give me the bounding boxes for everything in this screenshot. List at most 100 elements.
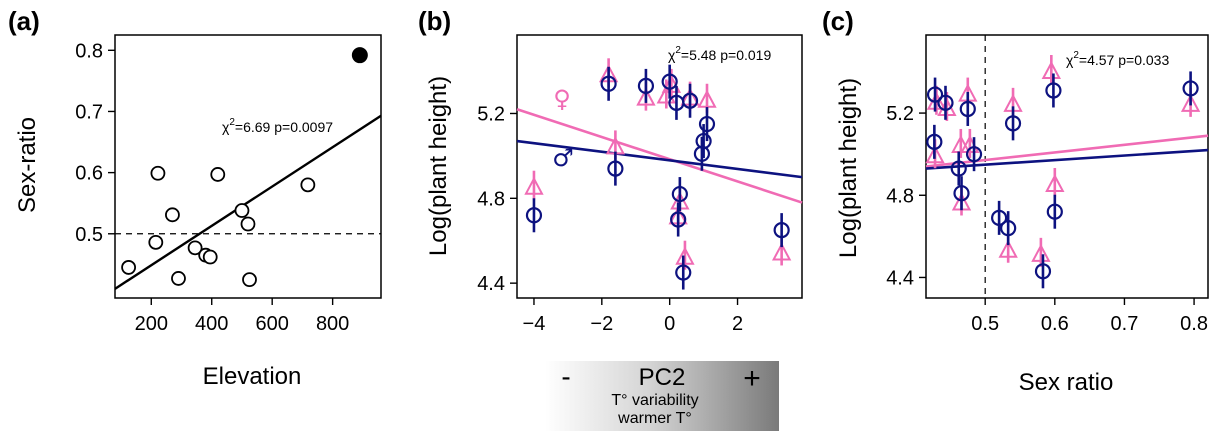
- panel-c-female-point: [1041, 60, 1061, 79]
- panel-c-y-tick-label: 4.8: [886, 185, 914, 207]
- panel-b-x-tick-label: −4: [523, 313, 546, 335]
- panel-a-point: [210, 167, 226, 182]
- panel-a-point: [234, 203, 250, 218]
- panel-c-male-point: [953, 185, 970, 202]
- panel-b-female-point: [771, 242, 792, 261]
- panel-b-label: (b): [418, 6, 451, 36]
- panel-c-female-point: [925, 145, 945, 164]
- panel-c-y-tick-label: 4.4: [886, 267, 914, 289]
- panel-a-x-tick-label: 200: [135, 313, 168, 335]
- panel-b-female-point: [675, 246, 695, 265]
- panel-c-male-point: [965, 146, 983, 163]
- pc2-line-1: T° variability: [611, 392, 698, 409]
- panel-c-x-tick-label: 0.7: [1111, 313, 1139, 335]
- panel-b-male-point: [698, 115, 716, 133]
- panel-a-xlabel: Elevation: [203, 363, 302, 390]
- panel-b-plot: −4 −2 0 2 4.4 4.8 5.2 ♀ ♂ χ2=5.48 p=0.019: [477, 45, 803, 335]
- panel-b-y-tick-label: 5.2: [477, 103, 505, 125]
- panel-b-male-point: [525, 207, 543, 224]
- panel-b-x-tick-label: −2: [590, 313, 613, 335]
- panel-a-frame: [114, 34, 382, 299]
- panel-c-male-point: [937, 94, 954, 111]
- panel-a-point: [242, 272, 257, 288]
- panel-b-x-tick-label: 2: [732, 313, 743, 335]
- panel-c-x-tick-label: 0.6: [1041, 313, 1069, 335]
- panel-c-male-point: [926, 133, 943, 150]
- panel-a-point: [300, 177, 316, 193]
- panel-b-male-point: [670, 211, 687, 228]
- panel-c-male-point: [1182, 80, 1199, 97]
- panel-b-y-tick-label: 4.4: [477, 273, 505, 295]
- panel-c-label: (c): [822, 6, 854, 36]
- panel-a-plot: 200 400 600 800 0.5 0.6 0.7 0.8 χ2=6.69 p=0.0097: [75, 40, 382, 335]
- pc2-title: PC2: [639, 364, 686, 391]
- panel-b-female-fit-line: [516, 107, 803, 204]
- panel-c-female-point: [1045, 173, 1065, 192]
- panel-c-male-point: [926, 86, 944, 103]
- panel-a-point: [187, 240, 203, 256]
- pc2-line-2: warmer T°: [617, 410, 692, 427]
- panel-c-male-point: [1045, 82, 1062, 99]
- panel-c-male-point: [1004, 115, 1022, 132]
- panel-b-male-point: [671, 185, 688, 203]
- panel-c-x-tick-label: 0.8: [1180, 313, 1208, 335]
- panel-b-male-legend-symbol: ♂: [552, 144, 574, 172]
- panel-b-female-point: [524, 176, 544, 195]
- panel-a-x-tick-label: 400: [195, 313, 228, 335]
- panel-b-y-tick-label: 4.8: [477, 188, 505, 210]
- panel-b-ylabel: Log(plant height): [425, 76, 452, 256]
- panel-a-annotation: χ2=6.69 p=0.0097: [222, 117, 333, 135]
- panel-c-ylabel: Log(plant height): [835, 78, 862, 258]
- panel-a-fit-line: [114, 114, 382, 290]
- panel-a-label: (a): [8, 6, 40, 36]
- panel-c-annotation: χ2=4.57 p=0.033: [1066, 50, 1169, 68]
- panel-b-male-point: [693, 145, 711, 162]
- panel-b-male-point: [773, 222, 790, 239]
- panel-b-male-point: [675, 264, 692, 281]
- panel-b-male-point: [637, 77, 655, 95]
- panel-a-x-tick-label: 800: [316, 313, 349, 335]
- panel-b-female-legend-symbol: ♀: [553, 85, 571, 113]
- panel-c-male-point: [959, 100, 976, 118]
- panel-b-female-point: [697, 89, 717, 108]
- panel-c-male-point: [1000, 220, 1017, 237]
- panel-a-point: [148, 234, 164, 250]
- panel-c-plot: 0.5 0.6 0.7 0.8 4.4 4.8 5.2 χ2=4.57 p=0.033: [886, 35, 1209, 335]
- pc2-plus-sign: +: [743, 362, 761, 395]
- panel-a-y-tick-label: 0.6: [75, 163, 103, 185]
- panel-b-male-point: [661, 73, 678, 90]
- panel-a-y-tick-label: 0.8: [75, 40, 103, 62]
- panel-a-point: [240, 216, 256, 232]
- pc2-gradient-bar: [545, 361, 779, 431]
- panel-c-male-point: [1046, 203, 1063, 220]
- panel-a-y-tick-label: 0.5: [75, 224, 103, 246]
- panel-c-y-tick-label: 5.2: [886, 103, 914, 125]
- panel-b-male-point: [600, 75, 617, 92]
- panel-c-male-point: [991, 209, 1008, 226]
- panel-c-male-point: [1034, 263, 1052, 280]
- panel-b-male-point: [607, 160, 624, 177]
- panel-b-x-tick-label: 0: [664, 313, 675, 335]
- panel-a-highlight-point: [351, 47, 368, 64]
- panel-b-annotation: χ2=5.48 p=0.019: [668, 45, 771, 63]
- panel-c-x-tick-label: 0.5: [971, 313, 999, 335]
- panel-a-x-tick-label: 600: [255, 313, 288, 335]
- panel-c-male-point: [950, 160, 967, 177]
- panel-a-point: [171, 271, 186, 286]
- panel-c-female-point: [1180, 93, 1201, 112]
- panel-c-female-point: [998, 239, 1018, 258]
- panel-a-point: [165, 207, 180, 223]
- panel-a-point: [150, 165, 166, 181]
- panel-b-male-fit-line: [516, 139, 803, 179]
- panel-a-y-tick-label: 0.7: [75, 101, 103, 123]
- panel-b-female-point: [636, 87, 656, 106]
- panel-c-female-point: [1031, 243, 1051, 262]
- panel-c-xlabel: Sex ratio: [1019, 369, 1114, 396]
- panel-b-male-point: [681, 92, 699, 109]
- panel-a-ylabel: Sex-ratio: [14, 117, 41, 213]
- panel-b-frame: [516, 34, 803, 299]
- panel-a-point: [121, 260, 137, 275]
- panel-a-point: [202, 249, 218, 265]
- pc2-minus-sign: -: [561, 361, 570, 392]
